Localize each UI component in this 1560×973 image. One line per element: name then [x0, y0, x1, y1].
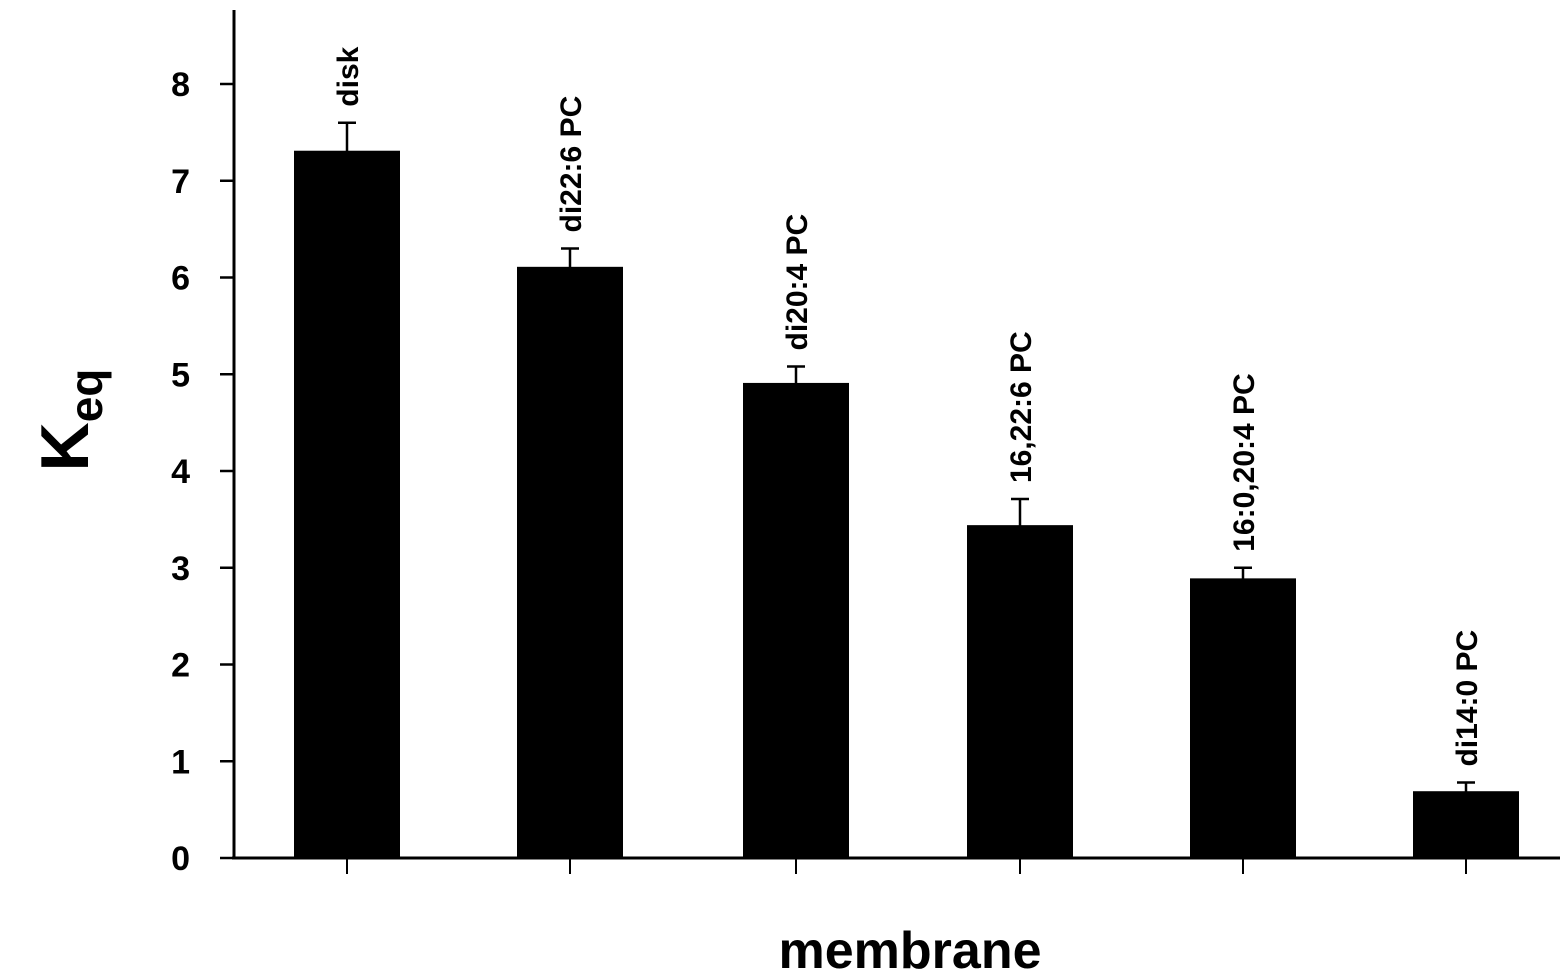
y-tick-label: 5 [171, 356, 190, 394]
y-tick-label: 2 [171, 647, 190, 685]
bar-category-label: 16,22:6 PC [1005, 331, 1038, 483]
bar [967, 525, 1073, 860]
bar [517, 266, 623, 859]
x-axis-label: membrane [779, 922, 1042, 973]
bar-category-label: di22:6 PC [555, 96, 588, 233]
y-tick-label: 1 [171, 743, 190, 781]
y-axis-label-sub: eq [60, 369, 112, 423]
bar-category-label: 16:0,20:4 PC [1228, 373, 1261, 551]
bars-layer [294, 150, 1519, 860]
bar-category-label: di20:4 PC [781, 214, 814, 351]
y-tick-label: 8 [171, 66, 190, 104]
error-bars-layer [338, 121, 1475, 793]
y-tick-label: 3 [171, 550, 190, 588]
bar-category-label: di14:0 PC [1451, 630, 1484, 767]
axes-layer: 0 1 2 3 4 5 6 7 8 [171, 10, 1560, 878]
y-tick-label: 7 [171, 163, 190, 201]
y-axis-label-main: K [27, 422, 103, 471]
y-tick-label: 6 [171, 260, 190, 298]
bar-category-label: disk [332, 46, 365, 106]
y-tick-label: 4 [171, 453, 190, 491]
bar-labels-layer: disk di22:6 PC di20:4 PC 16,22:6 PC 16:0,20:… [332, 46, 1484, 766]
y-tick-label: 0 [171, 840, 190, 878]
y-axis-label: Keq [27, 369, 112, 472]
bar [1190, 578, 1296, 859]
bar [743, 382, 849, 859]
bar [294, 150, 400, 860]
bar [1413, 791, 1519, 860]
